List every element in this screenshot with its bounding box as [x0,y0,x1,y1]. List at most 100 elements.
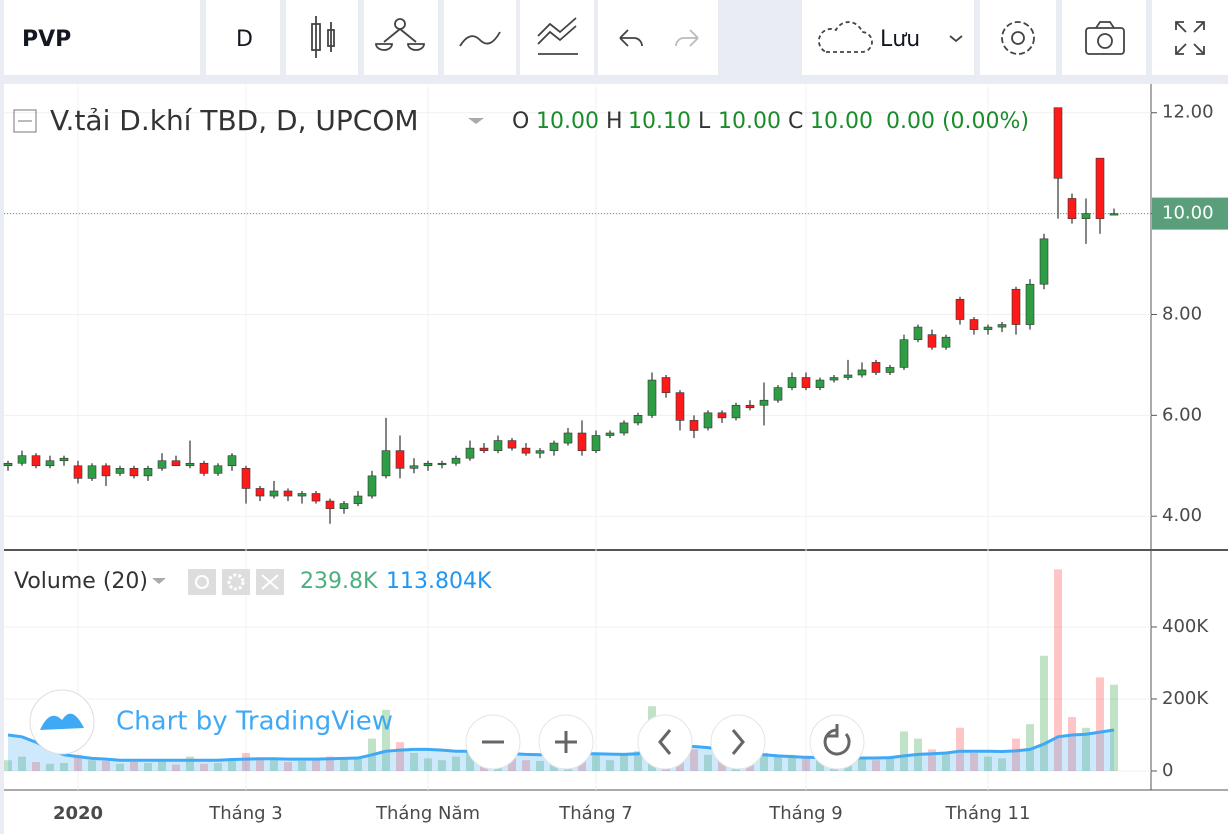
volume-bar [928,749,936,771]
y2-tick-label: 400K [1162,616,1209,637]
reset-button[interactable] [809,714,865,770]
candle-body [17,455,27,464]
volume-bar [256,758,264,771]
candles-icon [311,16,335,58]
candle-body [1067,198,1077,219]
save-menu-arrow[interactable] [949,35,963,43]
volume-bar [382,709,390,771]
fullscreen-icon [1175,21,1205,55]
candle-body [73,465,83,479]
volume-bar [130,761,138,771]
high-label: H [606,109,623,134]
volume-bar [452,756,460,771]
volume-bar [242,752,250,771]
remove-icon [261,574,279,590]
volume-bar [886,756,894,771]
candle-body [1039,238,1049,285]
fullscreen-button[interactable] [1152,0,1228,75]
watermark[interactable]: Chart by TradingView [116,707,393,737]
hide-button[interactable] [188,569,216,595]
candle-body [815,379,825,388]
volume-bar [326,756,334,771]
open-label: O [512,109,529,134]
indicators-icon [459,31,501,47]
symbol-button[interactable] [4,0,200,75]
y-tick-label: 6.00 [1162,404,1202,425]
undo-icon[interactable] [619,29,643,47]
volume-bar [760,752,768,771]
redo-icon[interactable] [675,29,699,47]
chart-style-button[interactable] [286,0,358,75]
candle-body [801,377,811,388]
volume-bar [1012,738,1020,771]
volume-bar [522,760,530,771]
volume-bar [1110,684,1118,771]
candle-body [535,450,545,454]
candle-body [577,432,587,451]
candle-body [185,462,195,467]
candle-body [325,500,335,509]
candle-body [857,369,867,376]
compare-button[interactable] [364,0,438,75]
last-price-box [1152,197,1228,230]
close-value: 10.00 [810,109,873,134]
interval-button[interactable] [206,0,280,75]
cloud-icon [818,21,873,53]
candle-body [871,362,881,373]
undo-redo [598,0,718,75]
settings-button-small[interactable] [222,569,250,595]
candle-body [493,440,503,451]
open-value: 10.00 [536,109,599,134]
settings-icon [1001,21,1035,55]
candle-body [997,324,1007,328]
volume-menu[interactable] [152,578,166,584]
candle-body [381,450,391,477]
volume-bar [424,758,432,771]
candle-body [269,490,279,497]
volume-bar [466,751,474,771]
x-tick-label: 2020 [53,803,103,824]
candle-body [549,442,559,451]
y2-tick-label: 200K [1162,688,1209,709]
reset-icon [823,724,851,756]
candle-body [1053,107,1063,179]
candle-body [395,450,405,469]
settings-button[interactable] [980,0,1056,75]
snapshot-button[interactable] [1062,0,1146,75]
candle-body [59,457,69,462]
candle-body [241,467,251,489]
volume-bar [228,758,236,771]
series-title: V.tải D.khí TBD, D, UPCOM [50,104,419,137]
gear-icon [227,573,245,591]
chart-area [4,84,1228,834]
candle-body [969,319,979,330]
compare-icon [375,18,425,51]
candle-body [689,420,699,431]
candle-body [829,377,839,381]
scroll-left-button[interactable] [637,714,693,770]
save-button[interactable] [802,0,974,75]
x-tick-label: Tháng 9 [768,803,842,824]
volume-bar [312,760,320,771]
series-menu[interactable] [468,118,484,124]
scroll-right-button[interactable] [710,714,766,770]
volume-bar [200,763,208,771]
volume-bar [144,763,152,771]
candle-body [283,490,293,497]
candle-body [745,404,755,409]
candle-body [3,462,13,467]
volume-bar [942,752,950,771]
interval: D [236,27,253,52]
candle-body [759,399,769,406]
candle-body [101,465,111,477]
collapse-button[interactable] [13,109,37,133]
candle-body [367,475,377,497]
volume-bar [788,754,796,771]
candle-body [437,462,447,466]
indicators-button[interactable] [444,0,516,75]
volume-bar [984,756,992,771]
volume-bar [858,758,866,771]
candle-body [1011,288,1021,325]
volume-bar [1068,716,1076,771]
volume-bar [88,760,96,771]
